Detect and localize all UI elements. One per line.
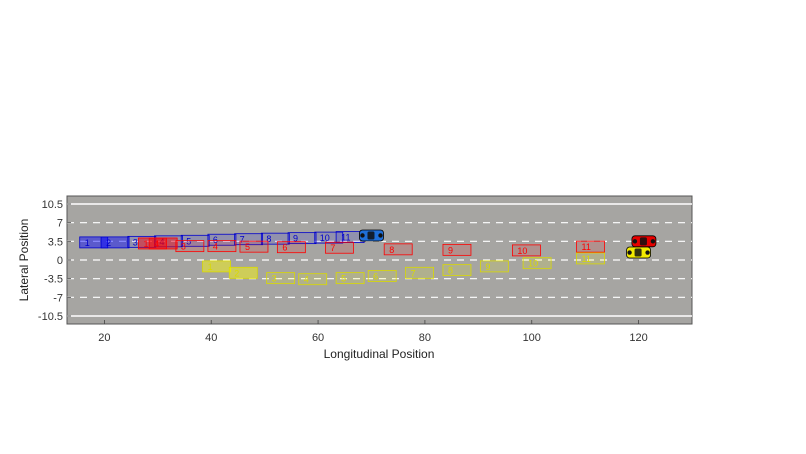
vehicle-snapshot — [442, 243, 472, 256]
y-tick-label: -10.5 — [38, 311, 63, 323]
y-tick-label: 0 — [57, 255, 63, 267]
snapshot-label: 1 — [208, 262, 213, 272]
snapshot-label: 8 — [448, 266, 453, 276]
x-tick-label: 120 — [629, 332, 647, 344]
snapshot-label: 9 — [448, 245, 453, 255]
final-vehicle-wheel — [632, 239, 638, 244]
x-tick-label: 20 — [98, 332, 110, 344]
vehicle-snapshot — [367, 270, 397, 282]
x-tick-label: 80 — [419, 332, 431, 344]
vehicle-snapshot — [79, 236, 109, 249]
snapshot-label: 10 — [517, 246, 527, 256]
vehicle-snapshot — [202, 260, 231, 273]
snapshot-label: 6 — [282, 243, 287, 253]
snapshot-label: 5 — [186, 236, 191, 246]
final-vehicle-wheel — [650, 239, 656, 244]
snapshot-label: 11 — [582, 254, 591, 264]
snapshot-label: 9 — [485, 262, 490, 272]
vehicle-snapshot — [442, 264, 472, 277]
snapshot-label: 3 — [181, 242, 186, 252]
snapshot-label: 8 — [389, 245, 394, 255]
y-tick-label: 7 — [57, 218, 63, 230]
snapshot-label: 10 — [320, 233, 330, 243]
vehicle-snapshot — [298, 273, 328, 286]
snapshot-label: 11 — [341, 233, 350, 243]
snapshot-label: 3 — [272, 274, 277, 284]
vehicle-snapshot — [234, 233, 264, 246]
snapshot-label: 5 — [341, 274, 346, 284]
final-vehicle-window — [634, 248, 642, 257]
final-vehicle-wheel — [645, 250, 650, 255]
vehicle-snapshot — [479, 260, 509, 273]
snapshot-label: 9 — [293, 234, 298, 244]
snapshot-label: 4 — [304, 275, 309, 285]
vehicle-snapshot — [576, 252, 605, 265]
vehicle-trajectory: 1 2 3 4 5 6 7 8 9 10 11 — [202, 246, 651, 286]
snapshot-label: 6 — [373, 272, 378, 282]
y-tick-label: -3.5 — [44, 274, 63, 286]
vehicle-snapshot — [207, 233, 237, 246]
vehicle-snapshot — [148, 237, 178, 250]
final-vehicle-window — [367, 231, 375, 240]
vehicle-snapshot — [287, 232, 317, 245]
snapshot-label: 7 — [330, 243, 335, 253]
plot-area: 20 40 60 80 100 120 10.5 7 3.5 0 -3.5 -7 -10.5 1 2 3 4 5 6… — [38, 195, 693, 344]
snapshot-label: 11 — [582, 242, 591, 252]
vehicle-snapshot — [314, 231, 344, 244]
snapshot-label: 1 — [85, 238, 90, 248]
vehicle-snapshot — [512, 244, 541, 257]
snapshot-label: 4 — [154, 239, 159, 249]
y-axis-label: Lateral Position — [17, 219, 31, 302]
vehicle-snapshot — [266, 272, 296, 285]
vehicle-snapshot — [276, 241, 306, 254]
vehicle-snapshot — [405, 266, 434, 279]
vehicle-snapshot — [260, 232, 290, 245]
x-axis-label: Longitudinal Position — [324, 347, 435, 361]
snapshot-label: 2 — [106, 238, 111, 248]
snapshot-label: 10 — [528, 259, 538, 269]
final-vehicle-wheel — [627, 250, 632, 255]
vehicle-trajectory: 1 4 3 4 5 6 7 8 9 10 11 — [138, 235, 657, 257]
snapshot-label: 3 — [133, 237, 138, 247]
snapshot-label: 4 — [159, 237, 164, 247]
vehicle-snapshot — [228, 266, 258, 279]
vehicle-snapshot — [127, 235, 157, 248]
final-vehicle-window — [639, 237, 647, 246]
vehicle-snapshot — [207, 240, 237, 253]
vehicle-snapshot — [325, 241, 354, 254]
x-tick-label: 40 — [205, 332, 217, 344]
snapshot-label: 7 — [411, 268, 416, 278]
vehicle-snapshot — [383, 243, 413, 256]
final-vehicle-wheel — [378, 233, 383, 238]
final-vehicle-wheel — [360, 233, 365, 238]
x-tick-label: 60 — [312, 332, 324, 344]
snapshot-label: 1 — [143, 239, 148, 249]
vehicle-snapshot — [100, 236, 130, 249]
snapshot-label: 7 — [240, 235, 245, 245]
snapshot-label: 5 — [245, 242, 250, 252]
y-tick-label: -7 — [53, 292, 63, 304]
snapshot-label: 4 — [213, 242, 218, 252]
vehicle-snapshot — [335, 272, 365, 285]
x-tick-label: 100 — [523, 332, 541, 344]
snapshot-label: 2 — [234, 268, 239, 278]
vehicle-snapshot — [154, 235, 183, 248]
y-tick-label: 10.5 — [42, 199, 63, 211]
snapshot-label: 8 — [266, 234, 271, 244]
vehicle-snapshot — [239, 240, 269, 253]
vehicle-snapshot — [576, 240, 605, 253]
vehicle-snapshot — [175, 240, 205, 253]
y-tick-label: 3.5 — [48, 236, 63, 248]
vehicle-snapshot — [522, 257, 552, 270]
